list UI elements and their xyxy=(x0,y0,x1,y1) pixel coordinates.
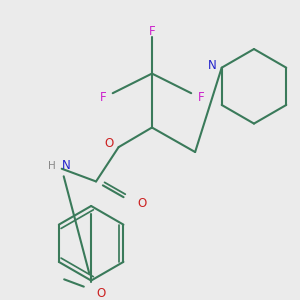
Text: O: O xyxy=(96,287,106,300)
Text: N: N xyxy=(208,59,216,72)
Text: O: O xyxy=(137,196,147,209)
Text: F: F xyxy=(148,25,155,38)
Text: N: N xyxy=(62,159,71,172)
Text: O: O xyxy=(104,137,113,150)
Text: F: F xyxy=(198,91,204,103)
Text: H: H xyxy=(48,161,56,171)
Text: F: F xyxy=(100,91,106,103)
